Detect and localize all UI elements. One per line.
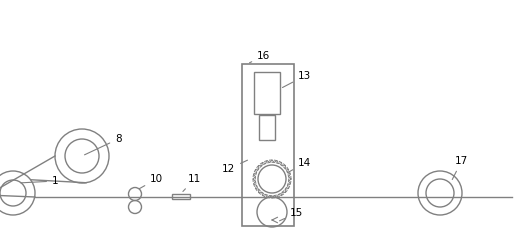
Text: 11: 11: [183, 174, 201, 191]
Bar: [242, 64, 294, 226]
Text: 8: 8: [84, 134, 121, 155]
Text: 10: 10: [140, 174, 163, 189]
Text: 12: 12: [222, 160, 248, 174]
Text: 17: 17: [452, 156, 468, 179]
Bar: [259, 115, 275, 140]
Text: 14: 14: [288, 158, 311, 173]
Bar: [172, 194, 190, 199]
Text: 16: 16: [250, 51, 270, 63]
Text: 15: 15: [280, 208, 303, 221]
Text: 1: 1: [21, 176, 58, 186]
Text: 13: 13: [282, 71, 311, 88]
Bar: [254, 72, 280, 114]
